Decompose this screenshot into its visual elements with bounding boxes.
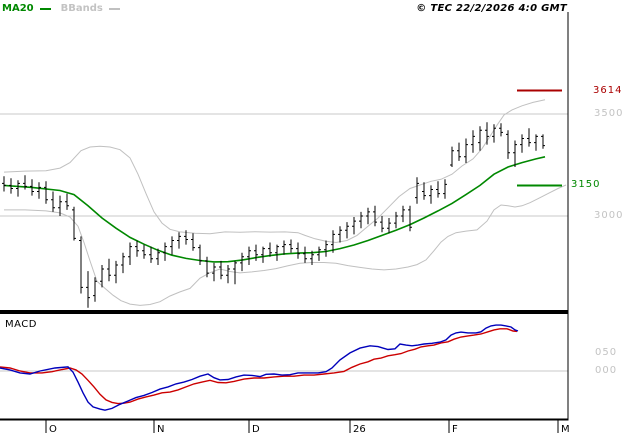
- macd-scale-label-000: 000: [595, 365, 618, 376]
- legend-bbands-label: BBands: [60, 3, 103, 14]
- ma20-line-swatch-icon: [39, 7, 51, 10]
- x-axis-label-march: M: [561, 424, 570, 435]
- legend-ma20-label: MA20: [2, 3, 34, 14]
- x-axis-label-2026: 26: [353, 424, 366, 435]
- resistance-price-label: 3614: [593, 84, 623, 96]
- gridline-label-3500: 3500: [594, 108, 624, 119]
- bbands-line-swatch-icon: [108, 7, 120, 10]
- x-axis-label-february: F: [452, 424, 458, 435]
- support-price-label: 3150: [571, 179, 601, 191]
- macd-scale-label-050: 050: [595, 346, 618, 358]
- gridline-label-3000: 3000: [594, 210, 624, 221]
- chart-legend: MA20 BBands: [2, 2, 126, 15]
- x-axis-label-october: O: [49, 424, 57, 435]
- copyright-text: © TEC 22/2/2026 4:0 GMT: [416, 3, 567, 14]
- x-axis-label-december: D: [252, 424, 260, 435]
- x-axis-label-november: N: [157, 424, 165, 435]
- macd-panel-title: MACD: [5, 319, 37, 330]
